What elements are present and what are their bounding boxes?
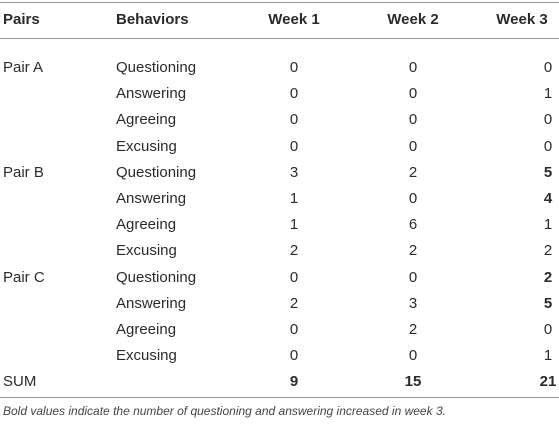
behavior-label: Questioning [116, 268, 197, 286]
cell-value: 2 [408, 321, 418, 338]
pair-label: Pair A [3, 59, 44, 76]
cell-value: 2 [543, 242, 553, 260]
cell-value: 15 [404, 373, 422, 391]
cell-value: 0 [408, 111, 418, 129]
pair-label: SUM [3, 373, 37, 391]
cell-value: 3 [289, 163, 299, 181]
cell-value: 5 [543, 294, 553, 312]
footnote: Bold values indicate the number of quest… [3, 404, 446, 418]
behavior-label: Agreeing [116, 321, 177, 338]
cell-value: 0 [408, 85, 418, 103]
cell-value: 21 [539, 373, 557, 391]
cell-value: 2 [543, 268, 553, 286]
behavior-label: Excusing [116, 137, 177, 155]
behavior-label: Agreeing [116, 111, 177, 129]
cell-value: 1 [543, 85, 553, 103]
cell-value: 0 [543, 59, 553, 76]
header-rule [0, 38, 559, 39]
cell-value: 1 [543, 216, 553, 234]
cell-value: 0 [289, 268, 299, 286]
behavior-label: Excusing [116, 242, 177, 260]
cell-value: 5 [543, 163, 553, 181]
cell-value: 0 [289, 137, 299, 155]
cell-value: 0 [289, 111, 299, 129]
cell-value: 6 [408, 216, 418, 234]
column-header: Week 1 [268, 11, 320, 28]
cell-value: 0 [408, 268, 418, 286]
column-header: Pairs [3, 11, 40, 28]
cell-value: 0 [289, 59, 299, 76]
cell-value: 0 [408, 137, 418, 155]
behavior-label: Answering [116, 294, 187, 312]
cell-value: 1 [289, 190, 299, 207]
cell-value: 0 [543, 137, 553, 155]
cell-value: 1 [289, 216, 299, 234]
cell-value: 0 [543, 321, 553, 338]
cell-value: 9 [289, 373, 299, 391]
top-rule [0, 2, 559, 3]
cell-value: 0 [543, 111, 553, 129]
cell-value: 0 [408, 190, 418, 207]
bottom-rule [0, 397, 559, 398]
cell-value: 0 [408, 59, 418, 76]
behavior-label: Excusing [116, 347, 177, 365]
column-header: Week 3 [496, 11, 548, 28]
behavior-label: Answering [116, 190, 187, 207]
cell-value: 3 [408, 294, 418, 312]
cell-value: 2 [289, 294, 299, 312]
cell-value: 2 [408, 163, 418, 181]
cell-value: 0 [289, 85, 299, 103]
column-header: Week 2 [387, 11, 439, 28]
pair-label: Pair B [3, 163, 44, 181]
cell-value: 0 [289, 321, 299, 338]
cell-value: 2 [289, 242, 299, 260]
cell-value: 0 [408, 347, 418, 365]
behavior-label: Answering [116, 85, 187, 103]
behavior-label: Questioning [116, 163, 197, 181]
cell-value: 4 [543, 190, 553, 207]
pair-label: Pair C [3, 268, 45, 286]
column-header: Behaviors [116, 11, 189, 28]
cell-value: 1 [543, 347, 553, 365]
behavior-label: Questioning [116, 59, 197, 76]
behavior-label: Agreeing [116, 216, 177, 234]
cell-value: 0 [289, 347, 299, 365]
cell-value: 2 [408, 242, 418, 260]
